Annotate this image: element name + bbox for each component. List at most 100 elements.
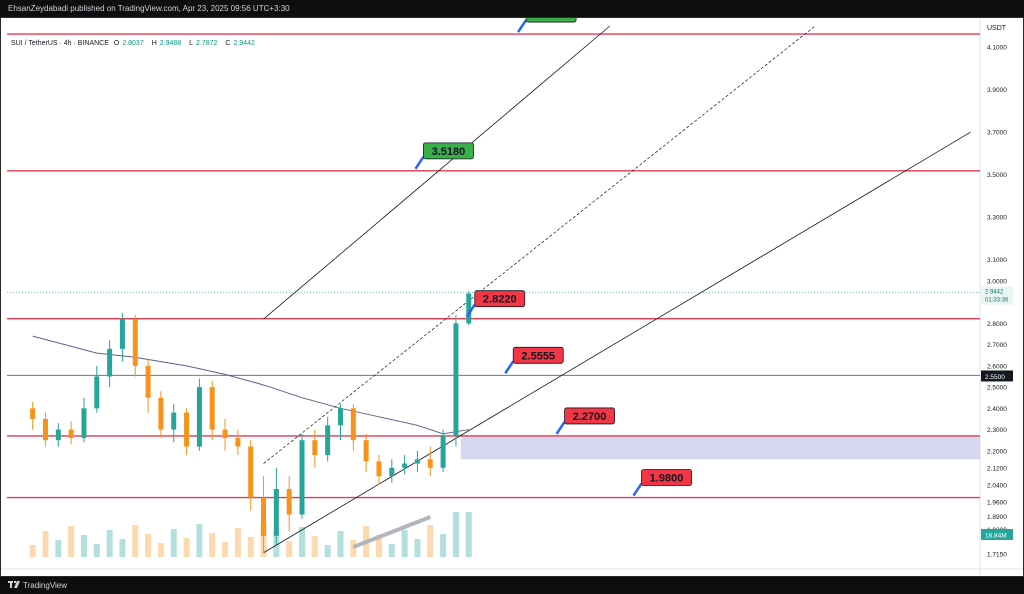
ohlc-open: O 2.8037 — [113, 40, 144, 47]
volume-bar — [299, 527, 306, 557]
symbol-name[interactable]: SUI / TetherUS · 4h · BINANCE — [11, 40, 109, 47]
candle-body[interactable] — [132, 319, 138, 366]
candle-body[interactable] — [337, 408, 343, 426]
level-label-text: 2.8220 — [483, 294, 517, 306]
chart-frame[interactable]: USDT 4.1000 3.9000 3.7000 3.5000 3.3000 3.1000… — [0, 17, 1024, 577]
tradingview-brand[interactable]: TradingView — [8, 580, 67, 590]
level-label-text: 4.1620 — [534, 18, 568, 21]
y-tick-label: 2.1200 — [987, 465, 1007, 472]
volume-bar — [119, 539, 126, 557]
candle-body[interactable] — [209, 387, 215, 430]
candle-body[interactable] — [389, 467, 395, 477]
y-tick-label: 3.5000 — [987, 172, 1007, 179]
candle-body[interactable] — [171, 412, 177, 430]
volume-bar — [350, 540, 357, 557]
candle-body[interactable] — [453, 323, 459, 436]
y-tick-label: 2.2000 — [987, 448, 1007, 455]
candle-body[interactable] — [196, 387, 202, 447]
last-price-value: 2.9442 — [985, 290, 1004, 296]
y-tick-label: 2.8000 — [987, 321, 1007, 328]
volume-bar — [440, 534, 447, 557]
candle-body[interactable] — [286, 489, 292, 515]
candle-body[interactable] — [440, 435, 446, 468]
candle-body[interactable] — [30, 408, 36, 419]
candle-body[interactable] — [184, 412, 190, 447]
channel-mid-line[interactable] — [263, 25, 816, 464]
volume-bar — [196, 524, 203, 557]
volume-bar — [170, 529, 177, 557]
publisher-bar: EhsanZeydabadi published on TradingView.… — [0, 0, 1024, 18]
volume-bar — [145, 534, 152, 557]
volume-bar — [465, 512, 472, 557]
candle-body[interactable] — [273, 489, 279, 536]
level-label-text: 3.5180 — [432, 146, 466, 158]
level-label-box[interactable] — [641, 469, 692, 486]
y-tick-label: 3.0000 — [987, 278, 1007, 285]
volume-bar — [68, 526, 75, 557]
candle-body[interactable] — [261, 497, 267, 536]
y-tick-label: 2.7000 — [987, 342, 1007, 349]
volume-bar — [42, 531, 49, 557]
volume-bar — [93, 544, 100, 557]
y-tick-label: 3.3000 — [987, 215, 1007, 222]
publisher-text: EhsanZeydabadi published on TradingView.… — [8, 4, 290, 13]
y-tick-label: 4.1000 — [987, 45, 1007, 52]
candle-body[interactable] — [107, 348, 113, 377]
candle-body[interactable] — [427, 459, 433, 468]
volume-bar — [286, 541, 293, 557]
channel-upper-line[interactable] — [263, 25, 611, 320]
volume-bar — [132, 525, 139, 557]
volume-bar — [80, 535, 87, 557]
volume-bar — [311, 536, 318, 557]
candle-body[interactable] — [466, 293, 472, 324]
channel-lower-line[interactable] — [263, 131, 971, 554]
candle-body[interactable] — [81, 408, 87, 439]
candle-body[interactable] — [402, 463, 408, 468]
candle-body[interactable] — [235, 438, 241, 447]
candle-body[interactable] — [248, 446, 254, 498]
candle-body[interactable] — [363, 440, 369, 462]
last-price-tag — [981, 286, 1013, 305]
y-tick-label: 3.9000 — [987, 87, 1007, 94]
label-pointer — [517, 19, 528, 33]
volume-bar — [55, 540, 62, 557]
level-label-text: 2.2700 — [573, 411, 607, 423]
y-tick-label: 2.6000 — [987, 363, 1007, 370]
candle-body[interactable] — [414, 459, 420, 464]
volume-bar — [401, 530, 408, 557]
candle-body[interactable] — [145, 365, 151, 398]
candle-body[interactable] — [68, 429, 74, 439]
candle-body[interactable] — [119, 319, 125, 349]
volume-bar — [375, 535, 382, 557]
candle-body[interactable] — [325, 425, 331, 456]
candle-body[interactable] — [158, 397, 164, 430]
candle-body[interactable] — [376, 461, 382, 477]
moving-average-line — [32, 335, 469, 435]
tradingview-logo-icon — [8, 580, 20, 588]
candle-body[interactable] — [94, 376, 100, 409]
volume-bar — [427, 525, 434, 557]
y-tick-label: 2.0400 — [987, 482, 1007, 489]
level-label-box[interactable] — [564, 407, 615, 425]
candle-body[interactable] — [350, 408, 356, 441]
level-label-box[interactable] — [512, 346, 564, 364]
level-label-box[interactable] — [423, 142, 474, 160]
volume-value: 18.84M — [985, 533, 1007, 540]
y-tick-label: 3.1000 — [987, 257, 1007, 264]
candle-body[interactable] — [55, 429, 61, 441]
candle-body[interactable] — [222, 429, 228, 439]
label-pointer — [632, 482, 643, 497]
volume-bar — [222, 542, 229, 557]
level-label-box[interactable] — [474, 290, 526, 308]
candle-body[interactable] — [42, 418, 48, 441]
label-pointer — [555, 421, 566, 435]
candle-body[interactable] — [312, 440, 318, 456]
level-label-box[interactable] — [525, 18, 577, 23]
y-tick-label: 2.5000 — [987, 385, 1007, 392]
price-chart[interactable]: USDT 4.1000 3.9000 3.7000 3.5000 3.3000 3.1000… — [1, 18, 1023, 576]
candle-body[interactable] — [299, 440, 305, 515]
bar-countdown: 01:33:36 — [985, 298, 1009, 304]
volume-bar — [452, 512, 459, 557]
y-tick-label: 1.9600 — [987, 499, 1007, 506]
